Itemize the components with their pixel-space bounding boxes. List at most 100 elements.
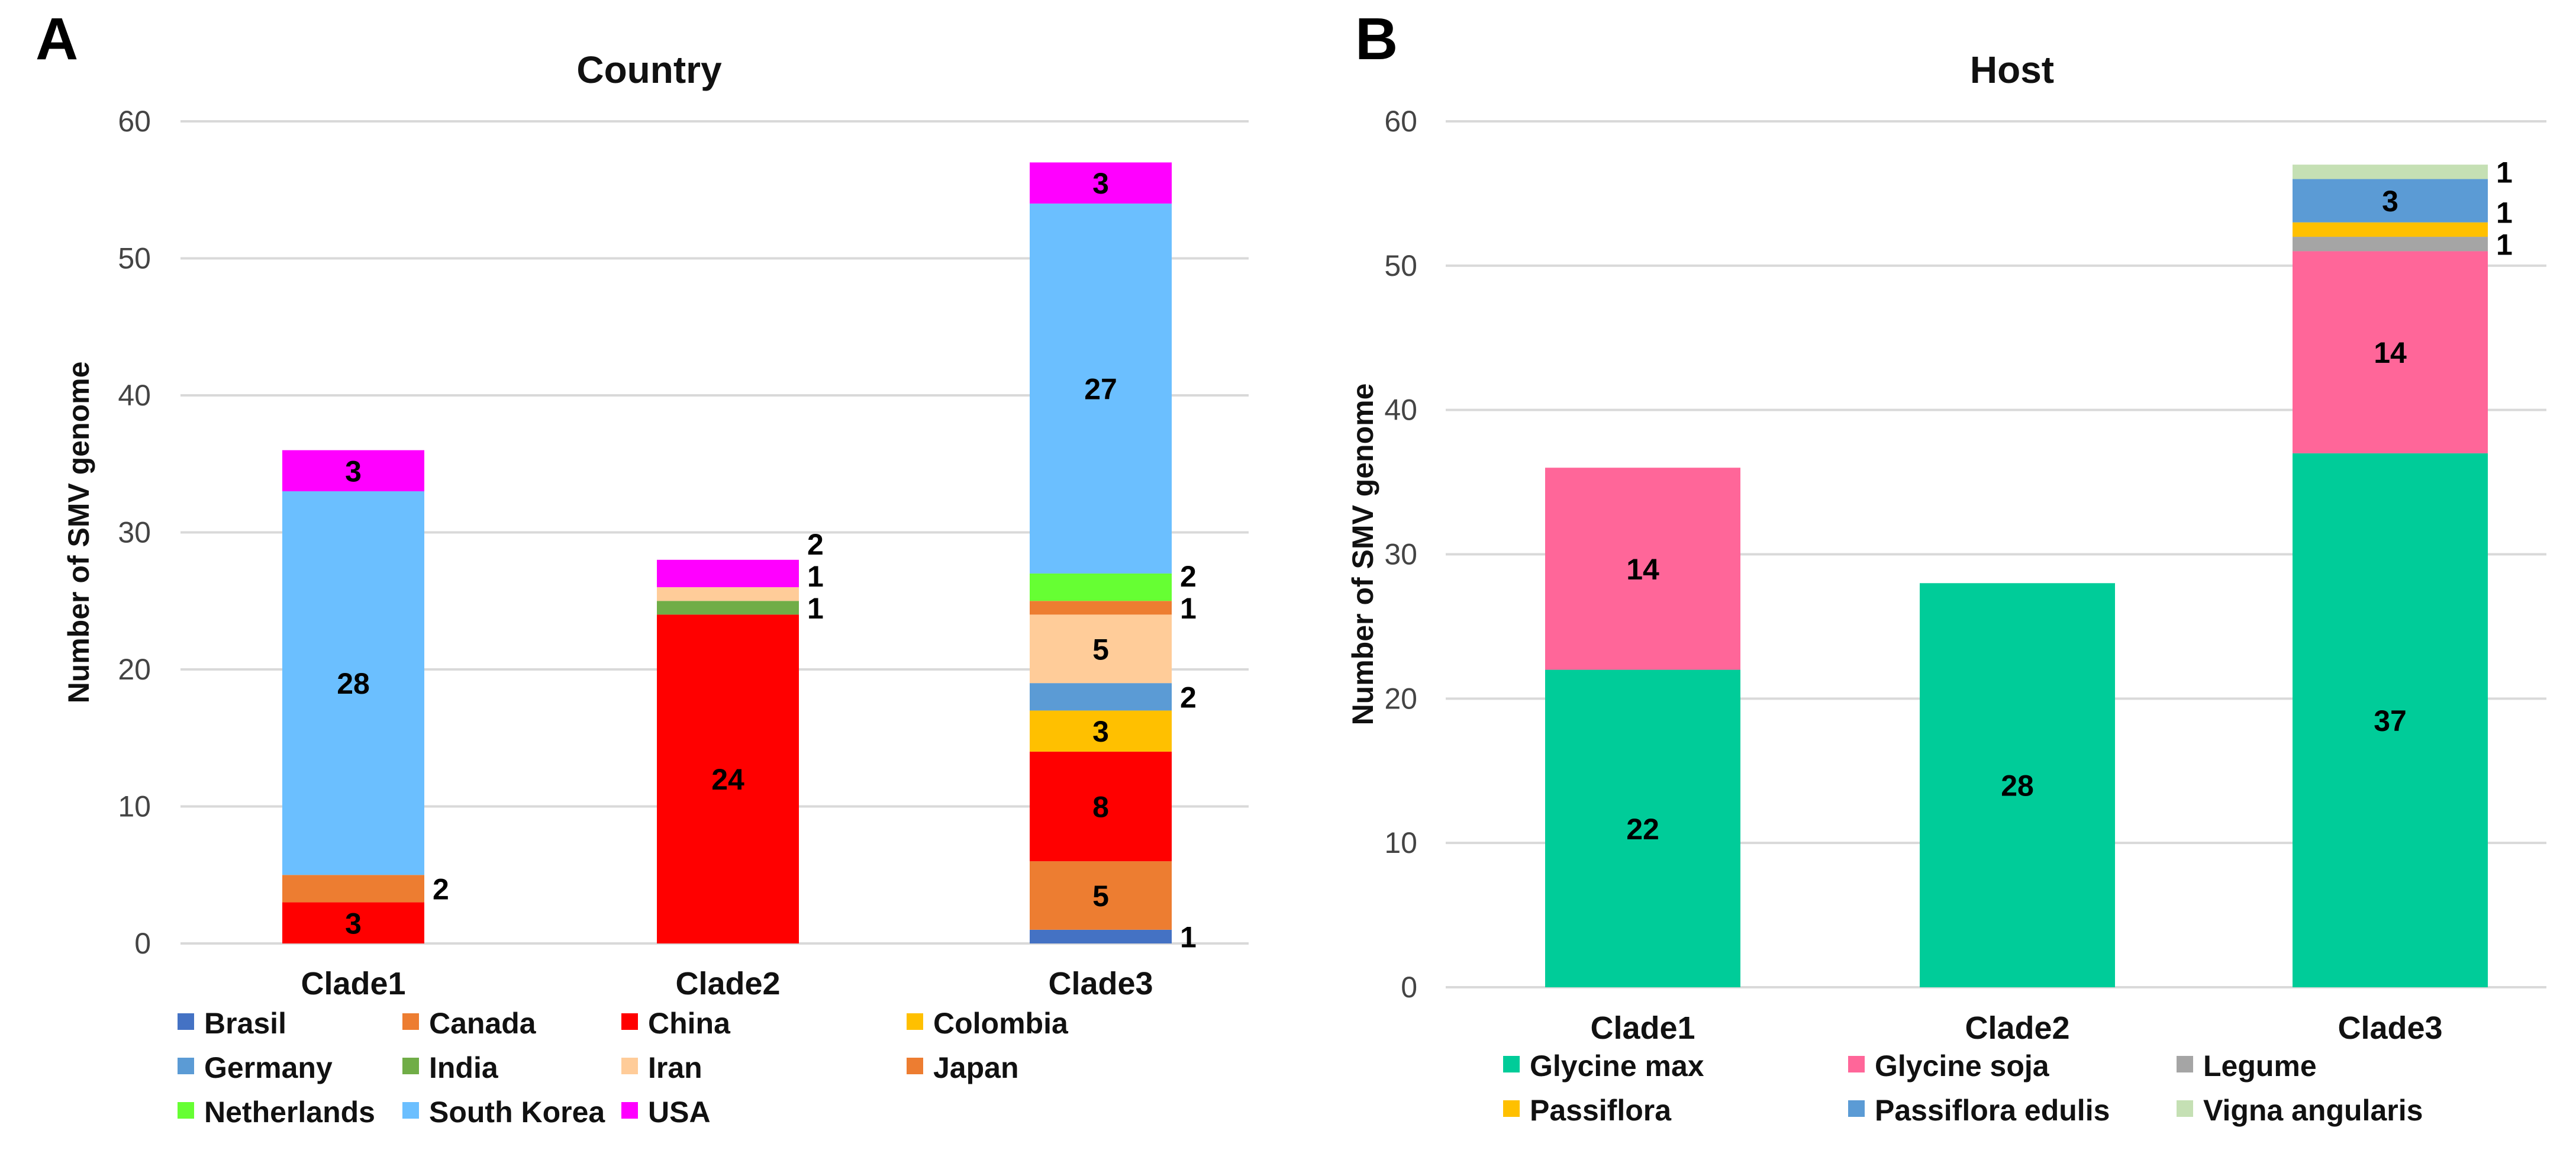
legend-label: Brasil bbox=[204, 1007, 286, 1040]
y-tick-label: 40 bbox=[118, 379, 151, 412]
bar-segment-canada bbox=[1030, 861, 1172, 930]
data-label: 2 bbox=[1180, 560, 1197, 593]
legend-swatch bbox=[402, 1058, 419, 1074]
bar-segment-glycine-max bbox=[2293, 453, 2488, 987]
bar-segment-japan bbox=[1030, 601, 1172, 615]
legend-swatch bbox=[2177, 1056, 2193, 1072]
legend-swatch bbox=[1848, 1056, 1865, 1072]
bar-segment-glycine-max bbox=[1920, 583, 2115, 987]
y-tick-label: 50 bbox=[1384, 249, 1417, 282]
bar-segment-usa bbox=[657, 559, 799, 588]
x-tick-label: Clade3 bbox=[1048, 966, 1153, 1001]
legend-label: USA bbox=[648, 1096, 711, 1129]
bar-segment-china bbox=[1030, 751, 1172, 862]
legend-label: Iran bbox=[648, 1051, 702, 1084]
bar-segment-south-korea bbox=[282, 491, 424, 875]
legend-swatch bbox=[1848, 1100, 1865, 1117]
data-label: 28 bbox=[2001, 769, 2034, 803]
data-label: 1 bbox=[807, 592, 824, 625]
bar-segment-germany bbox=[1030, 683, 1172, 711]
bar-segment-iran bbox=[1030, 614, 1172, 684]
legend-label: China bbox=[648, 1007, 731, 1040]
bar-segment-india bbox=[657, 601, 799, 615]
panel-label: B bbox=[1355, 6, 1398, 72]
y-tick-label: 60 bbox=[1384, 105, 1417, 138]
data-label: 37 bbox=[2374, 704, 2407, 737]
y-tick-label: 20 bbox=[118, 653, 151, 686]
data-label: 5 bbox=[1092, 633, 1109, 666]
y-tick-label: 30 bbox=[1384, 538, 1417, 571]
legend-swatch bbox=[178, 1058, 194, 1074]
y-tick-label: 10 bbox=[118, 790, 151, 823]
y-tick-label: 0 bbox=[1401, 971, 1417, 1004]
data-label: 24 bbox=[711, 763, 744, 796]
y-axis-label: Number of SMV genome bbox=[62, 362, 95, 704]
legend-swatch bbox=[178, 1013, 194, 1030]
bar-segment-japan bbox=[282, 875, 424, 903]
x-tick-label: Clade3 bbox=[2338, 1010, 2442, 1046]
bar-segment-glycine-max bbox=[1545, 669, 1740, 987]
y-tick-label: 0 bbox=[134, 927, 151, 960]
legend-label: Passiflora edulis bbox=[1875, 1094, 2110, 1127]
bar-segment-passiflora bbox=[2293, 222, 2488, 237]
legend-swatch bbox=[178, 1102, 194, 1119]
data-label: 1 bbox=[1180, 592, 1197, 625]
data-label: 8 bbox=[1092, 791, 1109, 824]
bar-segment-netherlands bbox=[1030, 573, 1172, 601]
data-label: 1 bbox=[2496, 196, 2513, 229]
bar-segment-passiflora-edulis bbox=[2293, 179, 2488, 223]
legend-label: Glycine max bbox=[1530, 1049, 1704, 1083]
y-axis-label: Number of SMV genome bbox=[1346, 384, 1379, 726]
y-tick-label: 60 bbox=[118, 105, 151, 138]
data-label: 14 bbox=[2374, 336, 2407, 369]
bar-segment-south-korea bbox=[1030, 203, 1172, 574]
data-label: 28 bbox=[337, 667, 370, 700]
legend-swatch bbox=[621, 1058, 638, 1074]
legend-label: India bbox=[429, 1051, 499, 1084]
legend-label: Netherlands bbox=[204, 1096, 375, 1129]
bar-segment-usa bbox=[282, 450, 424, 492]
bar-segment-glycine-soja bbox=[1545, 468, 1740, 670]
bar-segment-china bbox=[657, 614, 799, 943]
legend-swatch bbox=[1503, 1056, 1520, 1072]
legend-label: Canada bbox=[429, 1007, 537, 1040]
bar-segment-legume bbox=[2293, 237, 2488, 252]
bar-segment-brasil bbox=[1030, 929, 1172, 943]
data-label: 3 bbox=[345, 455, 362, 488]
data-label: 1 bbox=[1180, 920, 1197, 954]
data-label: 2 bbox=[433, 872, 449, 906]
chart-title: Host bbox=[1970, 49, 2054, 91]
y-tick-label: 10 bbox=[1384, 826, 1417, 859]
bar-segment-iran bbox=[657, 587, 799, 601]
bar-segment-usa bbox=[1030, 162, 1172, 204]
bar-segment-china bbox=[282, 902, 424, 943]
y-tick-label: 20 bbox=[1384, 682, 1417, 715]
legend-swatch bbox=[2177, 1100, 2193, 1117]
legend-label: Colombia bbox=[933, 1007, 1069, 1040]
legend-label: South Korea bbox=[429, 1096, 605, 1129]
data-label: 3 bbox=[2382, 185, 2398, 218]
legend-swatch bbox=[907, 1013, 923, 1030]
legend-label: Germany bbox=[204, 1051, 333, 1084]
data-label: 3 bbox=[1092, 167, 1109, 200]
data-label: 14 bbox=[1626, 553, 1659, 586]
data-label: 27 bbox=[1084, 372, 1117, 405]
legend-label: Japan bbox=[933, 1051, 1019, 1084]
y-tick-label: 30 bbox=[118, 516, 151, 549]
x-tick-label: Clade2 bbox=[1965, 1010, 2069, 1046]
data-label: 22 bbox=[1626, 813, 1659, 846]
legend-label: Legume bbox=[2203, 1049, 2317, 1083]
bar-segment-glycine-soja bbox=[2293, 251, 2488, 453]
x-tick-label: Clade2 bbox=[675, 966, 780, 1001]
legend-swatch bbox=[1503, 1100, 1520, 1117]
data-label: 1 bbox=[807, 560, 824, 593]
legend-swatch bbox=[907, 1058, 923, 1074]
data-label: 5 bbox=[1092, 880, 1109, 913]
data-label: 1 bbox=[2496, 228, 2513, 261]
bar-segment-colombia bbox=[1030, 710, 1172, 752]
legend-swatch bbox=[621, 1102, 638, 1119]
x-tick-label: Clade1 bbox=[1590, 1010, 1695, 1046]
panel-label: A bbox=[36, 6, 78, 72]
y-tick-label: 50 bbox=[118, 242, 151, 275]
